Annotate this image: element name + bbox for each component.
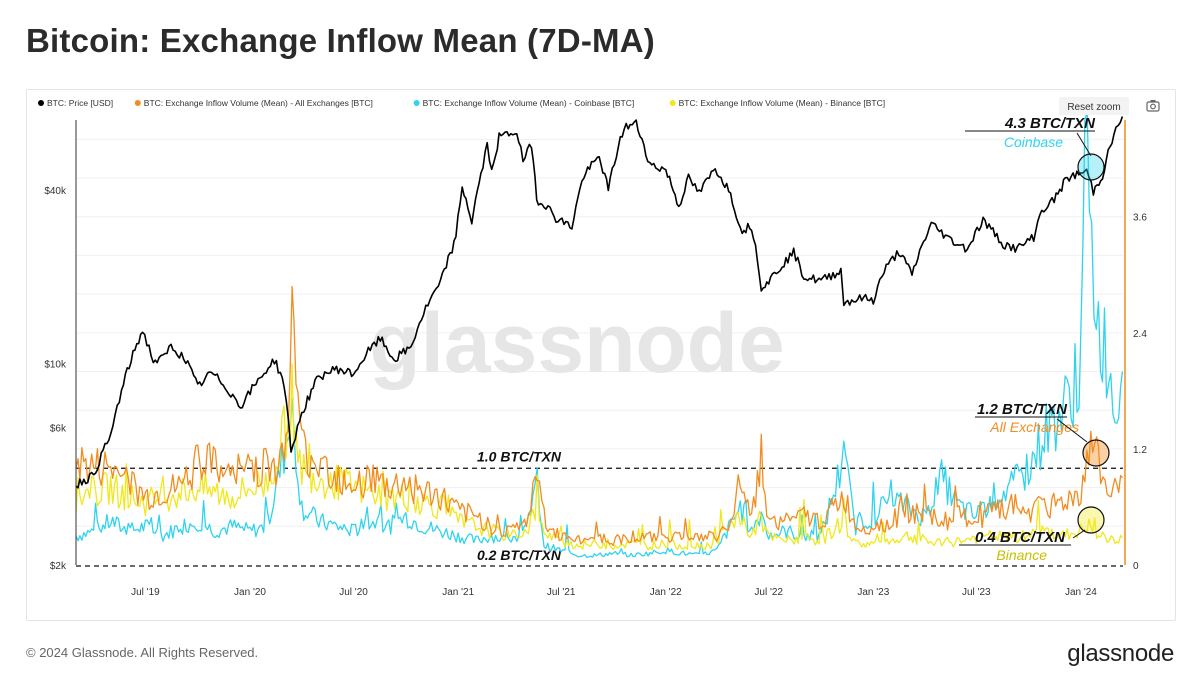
legend: BTC: Price [USD] BTC: Exchange Inflow Vol… xyxy=(38,98,885,108)
chart-frame: glassnode 1.0 BTC/TXN 0.2 BTC/TXN $2k $6k $… xyxy=(26,89,1176,621)
series-lines xyxy=(75,110,1124,558)
legend-marker xyxy=(413,100,420,106)
grid-lines xyxy=(76,138,1123,527)
legend-marker xyxy=(669,100,676,106)
ref-label-2: 0.2 BTC/TXN xyxy=(477,547,562,563)
series-line xyxy=(75,363,1123,551)
x-tick-label: Jan '22 xyxy=(650,587,682,598)
x-tick-label: Jul '19 xyxy=(131,587,160,598)
page-title: Bitcoin: Exchange Inflow Mean (7D-MA) xyxy=(26,22,655,59)
legend-label: BTC: Exchange Inflow Volume (Mean) - Bin… xyxy=(679,98,885,108)
annotation-all-label: All Exchanges xyxy=(989,419,1079,435)
right-tick-label: 3.6 xyxy=(1133,213,1147,224)
annotation-coinbase-value: 4.3 BTC/TXN xyxy=(1004,115,1096,132)
right-tick-label: 2.4 xyxy=(1133,329,1147,340)
x-tick-label: Jan '24 xyxy=(1065,587,1097,598)
right-tick-label: 0 xyxy=(1133,561,1139,572)
legend-label: BTC: Price [USD] xyxy=(47,98,113,108)
watermark: glassnode xyxy=(369,296,784,390)
footer-logo: glassnode xyxy=(1067,640,1174,667)
annotation-pointer xyxy=(1072,529,1086,539)
annotation-circle xyxy=(1082,439,1110,467)
ref-label-1: 1.0 BTC/TXN xyxy=(477,448,562,464)
right-tick-label: 1.2 xyxy=(1133,445,1147,456)
axes: $2k $6k $10k $40k 0 1.2 2.4 3.6 Jul '19 Jan '20 Ju… xyxy=(44,120,1147,598)
camera-icon[interactable] xyxy=(1146,100,1160,112)
left-tick-label: $40k xyxy=(44,186,67,197)
x-tick-label: Jan '21 xyxy=(442,587,474,598)
x-tick-label: Jul '21 xyxy=(547,587,576,598)
x-tick-label: Jul '22 xyxy=(754,587,783,598)
left-tick-label: $6k xyxy=(50,423,67,434)
annotation-coinbase-label: Coinbase xyxy=(1004,134,1063,150)
x-tick-label: Jan '20 xyxy=(234,587,266,598)
x-tick-label: Jan '23 xyxy=(857,587,889,598)
annotation-pointer xyxy=(1076,132,1092,157)
left-tick-label: $2k xyxy=(50,561,67,572)
annotation-binance-value: 0.4 BTC/TXN xyxy=(975,529,1066,546)
left-tick-label: $10k xyxy=(44,360,67,371)
x-tick-label: Jul '20 xyxy=(339,587,368,598)
annotation-binance-label: Binance xyxy=(996,547,1047,563)
series-line xyxy=(75,116,1124,489)
legend-marker xyxy=(134,100,141,106)
footer-copyright: © 2024 Glassnode. All Rights Reserved. xyxy=(26,645,259,660)
reset-zoom-button[interactable]: Reset zoom xyxy=(1059,97,1129,115)
reset-zoom-bg xyxy=(1059,97,1129,115)
legend-marker xyxy=(38,100,44,106)
legend-label: BTC: Exchange Inflow Volume (Mean) - All… xyxy=(144,98,373,108)
reset-zoom-label: Reset zoom xyxy=(1067,102,1120,113)
x-tick-label: Jul '23 xyxy=(962,587,991,598)
annotation-circle xyxy=(1077,153,1105,181)
annotation-pointer xyxy=(1056,418,1088,443)
annotation-all-value: 1.2 BTC/TXN xyxy=(977,401,1068,418)
series-line xyxy=(75,110,1124,558)
legend-label: BTC: Exchange Inflow Volume (Mean) - Coi… xyxy=(423,98,635,108)
annotation-circle xyxy=(1077,506,1105,534)
reference-lines: 1.0 BTC/TXN 0.2 BTC/TXN xyxy=(76,448,1123,567)
series-line xyxy=(75,286,1123,547)
